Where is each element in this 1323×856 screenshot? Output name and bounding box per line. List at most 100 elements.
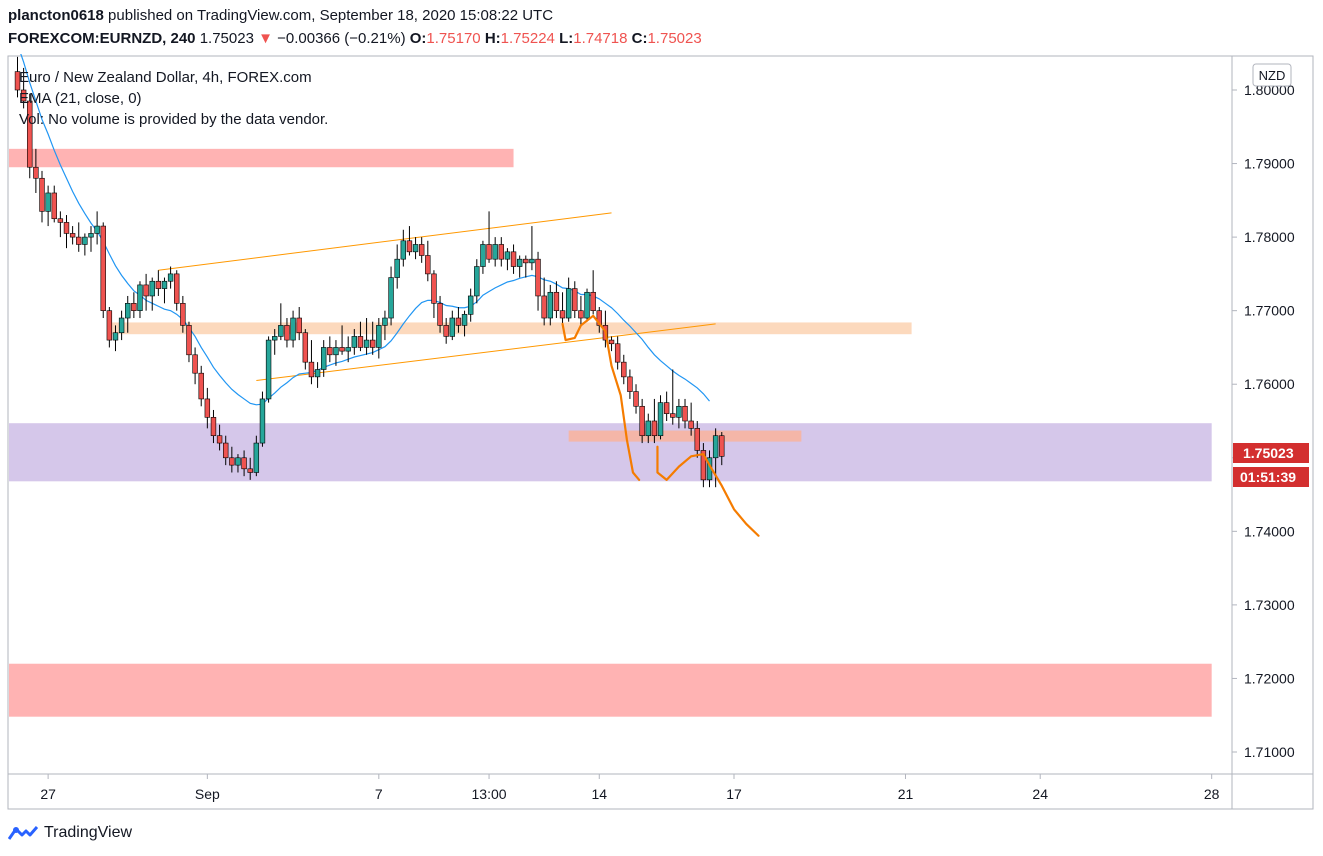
candle [529, 226, 535, 271]
candle [351, 329, 358, 355]
candle [663, 391, 670, 421]
candle [596, 306, 602, 333]
x-tick-label: 14 [591, 786, 607, 802]
candle [57, 211, 64, 238]
candle [82, 233, 88, 256]
candle [174, 270, 180, 311]
candle-body [467, 295, 474, 315]
candle [192, 347, 198, 385]
candle [339, 325, 345, 355]
candle-body [388, 277, 394, 319]
y-tick-label: 1.78000 [1244, 229, 1295, 245]
candle-body [314, 369, 321, 378]
publisher-name[interactable]: plancton0618 [8, 7, 104, 24]
candle-body [174, 273, 180, 304]
time-axis[interactable]: 27 Sep 7 13:00 14 17 21 24 28 [40, 774, 1220, 802]
tradingview-logo-icon[interactable] [8, 825, 38, 841]
ema-legend: EMA (21, close, 0) [19, 90, 142, 107]
candle-body [27, 100, 33, 168]
y-tick-label: 1.71000 [1244, 744, 1295, 760]
candle [553, 281, 560, 319]
trendlines-layer[interactable] [158, 212, 716, 382]
candle-body [137, 284, 143, 311]
candle-body [406, 240, 413, 253]
candle [584, 288, 590, 322]
y-tick-label: 1.76000 [1244, 376, 1295, 392]
candle [308, 340, 315, 385]
candle [63, 215, 70, 249]
candle [118, 310, 125, 341]
candle [443, 318, 449, 344]
candle [376, 318, 382, 359]
candle [125, 295, 131, 333]
candle-body [682, 405, 688, 422]
candle-body [553, 291, 560, 311]
candle [14, 56, 21, 98]
candle-body [351, 336, 358, 348]
trendline-0 [158, 212, 612, 271]
change-arrow-icon: ▼ [258, 30, 273, 47]
candle-body [69, 233, 76, 238]
candle-body [627, 376, 633, 392]
candle-body [223, 442, 229, 459]
candle-body [149, 280, 155, 297]
currency-badge-box [1252, 63, 1292, 87]
candle [180, 295, 186, 333]
price-axis[interactable]: 1.800001.790001.780001.770001.760001.750… [1232, 82, 1295, 760]
candle [204, 387, 211, 429]
candle-body [639, 405, 645, 437]
candle [474, 259, 480, 304]
candle-body [118, 317, 125, 334]
candle-body [253, 442, 260, 473]
candle [20, 67, 27, 109]
candle-body [112, 332, 119, 341]
candle [327, 336, 333, 363]
candle-body [590, 291, 596, 311]
high-value: 1.75224 [500, 30, 555, 47]
candle-body [633, 391, 639, 407]
candle [523, 255, 529, 278]
candle-body [339, 347, 345, 352]
candle [516, 255, 523, 278]
zone-3 [568, 430, 802, 442]
candle [33, 148, 39, 193]
candle-body [449, 317, 456, 337]
candle-body [320, 347, 327, 370]
candle-body [357, 336, 364, 348]
candle-body [529, 258, 535, 264]
currency-label: NZD [1259, 68, 1286, 83]
candle-body [14, 71, 21, 91]
candle [608, 336, 615, 352]
candle [247, 457, 253, 480]
candle-body [584, 291, 590, 319]
countdown-label: 01:51:39 [1240, 469, 1296, 485]
open-label: O: [409, 30, 427, 47]
candle [186, 321, 192, 363]
close-label: C: [631, 30, 648, 47]
x-tick-label: 13:00 [472, 786, 507, 802]
symbol-label: FOREXCOM:EURNZD, 240 [8, 30, 196, 47]
tradingview-brand[interactable]: TradingView [44, 824, 133, 841]
candle-body [535, 258, 541, 297]
price-chart[interactable]: 1.800001.790001.780001.770001.760001.750… [0, 54, 1323, 814]
chart-header: plancton0618 published on TradingView.co… [0, 0, 1323, 54]
candle-body [265, 339, 272, 400]
candle-body [192, 354, 198, 374]
candle-body [125, 303, 131, 319]
candle-body [155, 280, 162, 289]
currency-badge[interactable]: NZD [1252, 63, 1292, 87]
symbol-ohlc-line: FOREXCOM:EURNZD, 240 1.75023 ▼ −0.00366 … [8, 30, 702, 47]
drawings-layer[interactable] [561, 314, 760, 537]
candle [406, 226, 413, 256]
x-tick-label: 27 [40, 786, 56, 802]
candle [657, 395, 664, 440]
published-text: published on TradingView.com, September … [108, 7, 554, 24]
publish-info: plancton0618 published on TradingView.co… [8, 7, 553, 24]
candle-body [82, 236, 88, 245]
trendline-1 [256, 323, 716, 382]
candle-body [614, 343, 621, 363]
candle [272, 329, 278, 355]
candle-body [210, 417, 217, 437]
candle-body [186, 325, 192, 356]
candle [504, 248, 511, 271]
